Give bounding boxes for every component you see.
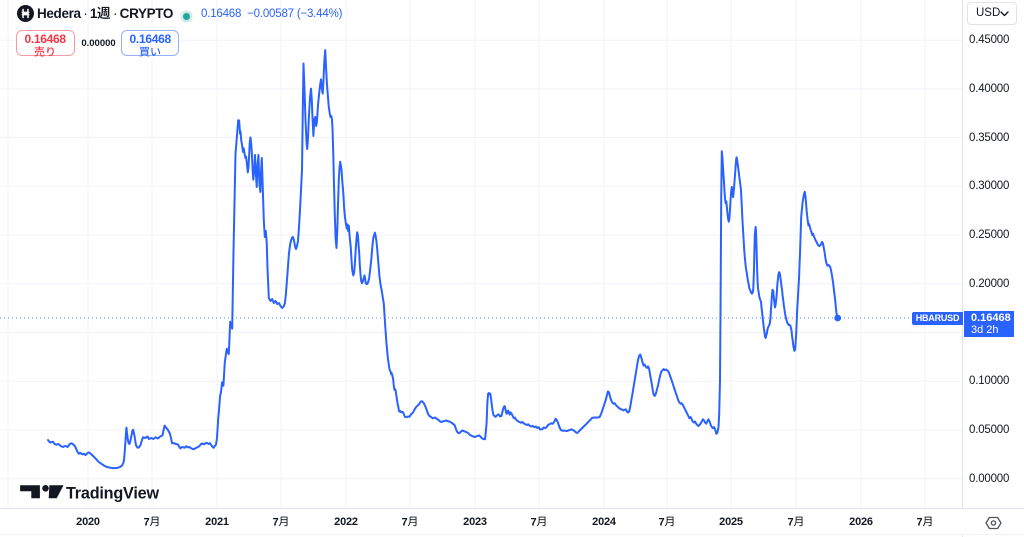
svg-text:TradingView: TradingView (66, 484, 159, 502)
